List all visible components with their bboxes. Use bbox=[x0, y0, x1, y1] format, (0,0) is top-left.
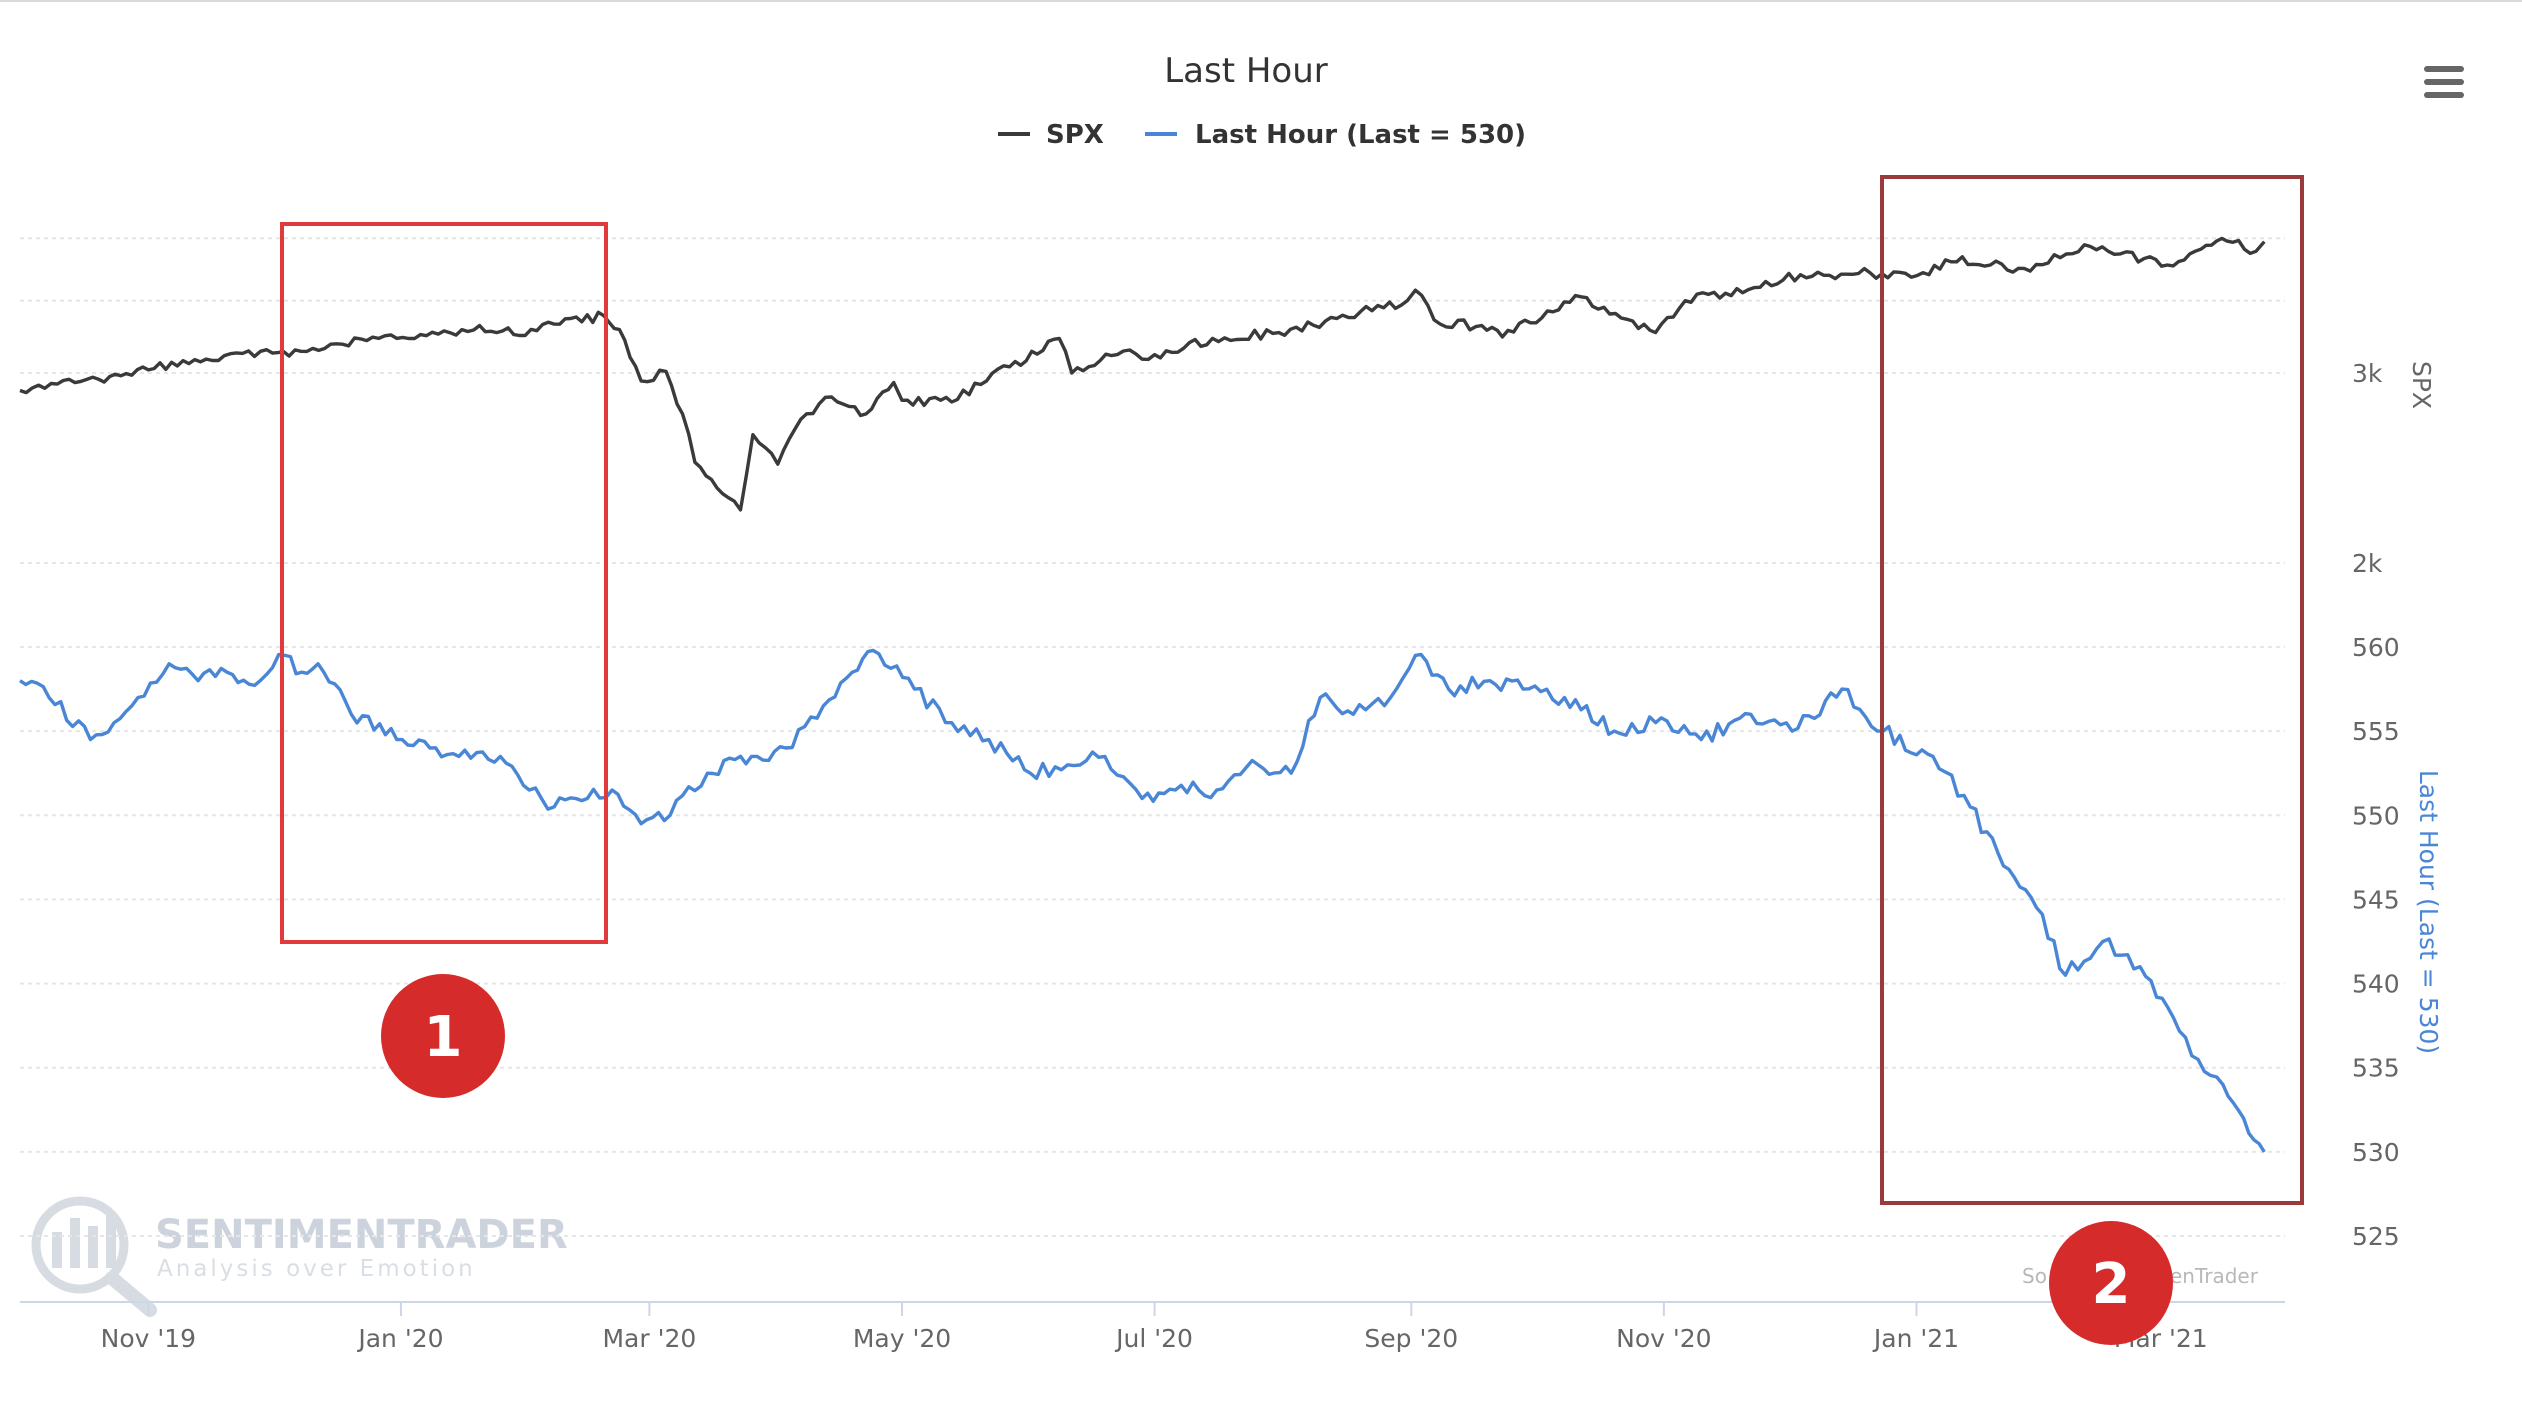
last-hour-tick-label: 540 bbox=[2352, 970, 2400, 999]
x-tick-label: Nov '20 bbox=[1616, 1324, 1711, 1353]
last-hour-tick-label: 550 bbox=[2352, 801, 2400, 830]
menu-bar-top bbox=[2424, 66, 2464, 72]
watermark-brand: SENTIMENTRADER bbox=[155, 1212, 568, 1258]
legend: SPX Last Hour (Last = 530) bbox=[998, 120, 1526, 150]
x-tick-label: Jul '20 bbox=[1114, 1324, 1193, 1353]
hamburger-menu-icon[interactable] bbox=[2424, 66, 2464, 98]
x-tick-label: Nov '19 bbox=[101, 1324, 196, 1353]
menu-bar-bottom bbox=[2424, 92, 2464, 98]
last-hour-tick-label: 530 bbox=[2352, 1138, 2400, 1167]
last-hour-axis-title: Last Hour (Last = 530) bbox=[2414, 770, 2443, 1054]
credit-text-right: enTrader bbox=[2170, 1264, 2259, 1288]
x-tick-label: Sep '20 bbox=[1364, 1324, 1458, 1353]
legend-item-spx[interactable]: SPX bbox=[998, 120, 1104, 150]
x-axis: Nov '19 Jan '20 Mar '20 May '20 Jul '20 Sep '… bbox=[20, 1301, 2285, 1353]
magnifier-chart-logo-icon bbox=[31, 1196, 157, 1317]
annotation-badge-1 bbox=[381, 974, 505, 1098]
menu-bar-middle bbox=[2424, 79, 2464, 85]
spx-tick-label: 3k bbox=[2352, 359, 2383, 388]
series bbox=[19, 236, 2266, 1153]
spx-tick-label: 2k bbox=[2352, 549, 2383, 578]
x-tick-label: Mar '20 bbox=[602, 1324, 696, 1353]
series-line-last-hour[interactable] bbox=[19, 648, 2266, 1153]
legend-item-last-hour[interactable]: Last Hour (Last = 530) bbox=[1145, 120, 1526, 150]
series-line-spx[interactable] bbox=[19, 236, 2266, 512]
last-hour-tick-label: 525 bbox=[2352, 1222, 2400, 1251]
last-hour-tick-label: 560 bbox=[2352, 633, 2400, 662]
spx-axis-title: SPX bbox=[2407, 361, 2436, 409]
x-tick-label: May '20 bbox=[853, 1324, 951, 1353]
legend-label-spx: SPX bbox=[1046, 120, 1104, 150]
highlight-box-1 bbox=[280, 222, 608, 944]
annotation-badge-label: 2 bbox=[2092, 1252, 2131, 1317]
watermark: SENTIMENTRADER Analysis over Emotion bbox=[31, 1196, 568, 1317]
last-hour-tick-label: 535 bbox=[2352, 1054, 2400, 1083]
last-hour-tick-label: 545 bbox=[2352, 885, 2400, 914]
credit-text-left: So bbox=[2022, 1264, 2047, 1288]
x-tick-label: Jan '21 bbox=[1872, 1324, 1959, 1353]
annotations: 12 bbox=[280, 175, 2304, 1345]
annotation-badge-2 bbox=[2049, 1221, 2173, 1345]
legend-label-last-hour: Last Hour (Last = 530) bbox=[1195, 120, 1526, 150]
grid bbox=[20, 237, 2285, 1237]
watermark-tagline: Analysis over Emotion bbox=[157, 1256, 476, 1282]
annotation-badge-label: 1 bbox=[424, 1005, 463, 1070]
chart-title: Last Hour bbox=[1164, 51, 1328, 91]
last-hour-tick-label: 555 bbox=[2352, 717, 2400, 746]
highlight-box-2 bbox=[1880, 175, 2304, 1205]
y-axes: 2k 3k 525 530 535 540 545 550 555 560 SPX Last Hour… bbox=[2352, 359, 2443, 1251]
x-tick-label: Jan '20 bbox=[356, 1324, 443, 1353]
